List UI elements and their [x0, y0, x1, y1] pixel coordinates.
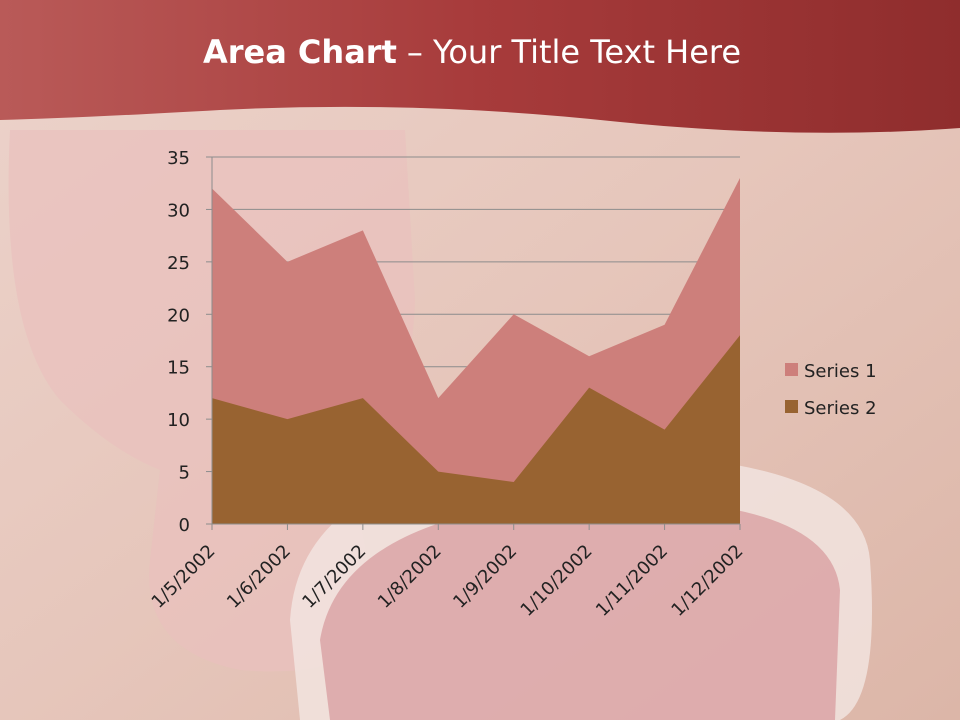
title-rest: – Your Title Text Here — [407, 33, 741, 71]
y-tick-label: 10 — [167, 410, 190, 431]
y-tick-label: 35 — [167, 148, 190, 169]
legend-swatch — [785, 363, 798, 376]
legend-label: Series 2 — [804, 398, 877, 419]
title-banner — [0, 0, 960, 133]
area — [212, 335, 740, 524]
bowl-fill — [320, 499, 840, 720]
y-tick-label: 5 — [179, 463, 190, 484]
y-tick-label: 0 — [179, 515, 190, 536]
chart-title: Area Chart – Your Title Text Here — [203, 33, 741, 71]
y-tick-label: 15 — [167, 358, 190, 379]
y-tick-label: 30 — [167, 200, 190, 221]
title-bold: Area Chart — [203, 33, 397, 71]
y-tick-label: 20 — [167, 305, 190, 326]
y-tick-label: 25 — [167, 253, 190, 274]
legend-label: Series 1 — [804, 361, 877, 382]
legend-swatch — [785, 400, 798, 413]
